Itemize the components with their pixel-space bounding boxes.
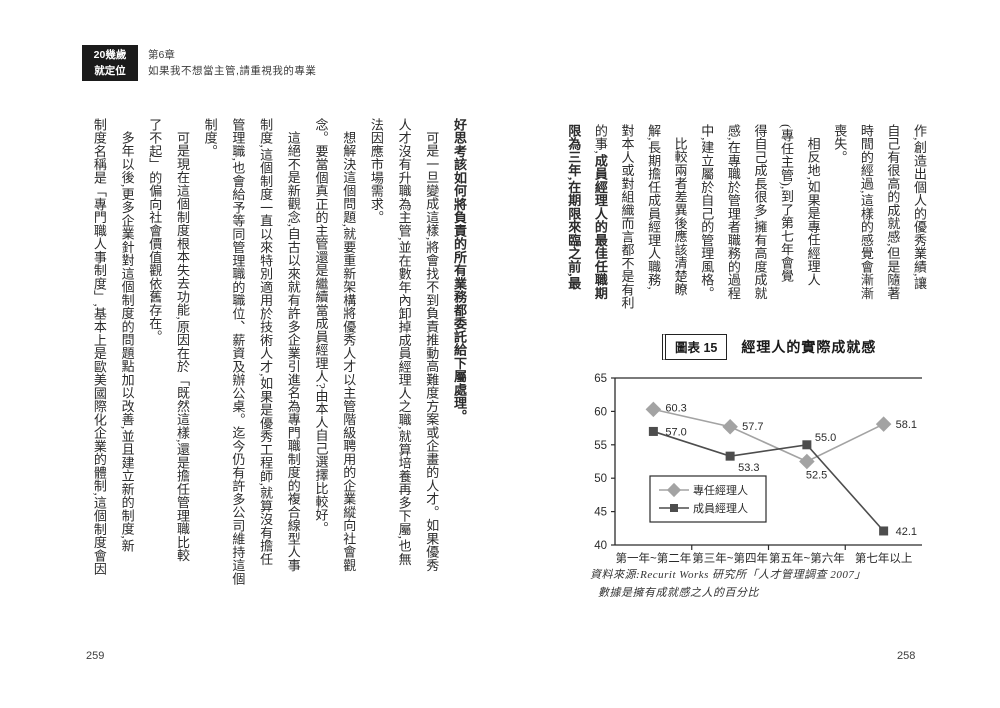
- y-tick-label: 50: [594, 473, 607, 485]
- diamond-marker: [875, 416, 892, 432]
- chart-source-line2: 數據是擁有成就感之人的百分比: [598, 587, 759, 599]
- square-marker: [648, 426, 658, 436]
- x-category-label: 第五年~第六年: [769, 551, 845, 565]
- text-column: 得自己成長很多,擁有高度成就: [752, 124, 768, 300]
- x-category-label: 第三年~第四年: [692, 551, 768, 565]
- text-column: 自己有很高的成就感,但是隨著: [885, 124, 901, 300]
- text-column: 解,長期擔任成員經理人職務,: [646, 124, 662, 290]
- data-label: 58.1: [896, 419, 917, 431]
- text-column: 對本人或對組織而言都不是有利: [619, 124, 635, 310]
- chart-title: 經理人的實際成就感: [741, 339, 877, 355]
- chart-title-row: 圖表 15 經理人的實際成就感: [662, 334, 876, 360]
- diamond-marker: [645, 401, 662, 418]
- text-column: 作,創造出個人的優秀業績,讓: [912, 124, 927, 290]
- right-page-body-text: 作,創造出個人的優秀業績,讓 自己有很高的成就感,但是隨著 時間的經過,這樣的感覺會…: [560, 124, 932, 314]
- page-number-right: 258: [897, 650, 916, 662]
- text-column: 法因應市場需求。: [368, 118, 384, 224]
- series-logo-line2: 就定位: [94, 65, 126, 77]
- chart-tag-badge: 圖表 15: [662, 334, 728, 360]
- text-column: 的事,成員經理人的最佳任職期: [592, 124, 608, 300]
- data-label: 55.0: [815, 432, 836, 444]
- square-marker: [725, 451, 735, 461]
- text-column: 管理職,也會給予等同管理職的職位、薪資及辦公桌。迄今仍有許多公司維持這個: [230, 118, 246, 586]
- text-column: 這絕不是新觀念,自古以來就有許多企業引進名為專門職制度的複合線型人事: [285, 131, 301, 572]
- text-column: 比較兩者差異後應該清楚瞭: [672, 137, 688, 296]
- data-label: 52.5: [806, 470, 827, 482]
- square-marker: [670, 504, 678, 512]
- text-column: 制度。: [202, 118, 218, 158]
- chart-source-note: 資料來源:Recurit Works 研究所「人才管理調查 2007」 數據是擁…: [590, 566, 866, 602]
- text-column: 制度,這個制度一直以來特別適用於技術人才,如果是優秀工程師,就算沒有擔任: [258, 118, 274, 566]
- data-label: 60.3: [665, 402, 686, 414]
- legend-label: 成員經理人: [693, 501, 748, 515]
- square-marker: [879, 526, 889, 536]
- x-category-label: 第一年~第二年: [616, 551, 692, 565]
- page-number-left: 259: [86, 650, 105, 662]
- series-logo-line1: 20幾歲: [93, 49, 127, 61]
- data-label: 57.0: [665, 426, 686, 438]
- text-column: 想解決這個問題,就要重新架構將優秀人才以主管階級聘用的企業縱向社會觀: [341, 131, 357, 572]
- legend-label: 專任經理人: [693, 483, 748, 497]
- chapter-number: 第6章: [148, 49, 175, 61]
- series-logo: 20幾歲 就定位: [82, 45, 138, 81]
- text-column: 念。要當個真正的主管還是繼續當成員經理人?由本人自己選擇比較好。: [313, 118, 329, 535]
- text-column: 多年以後,更多企業針對這個制度的問題點加以改善,並且建立新的制度,新: [119, 131, 135, 553]
- diamond-marker: [722, 418, 738, 435]
- text-column: 制度名稱是「專門職人事制度」,基本上是歐美國際化企業的體制,這個制度會因: [91, 118, 107, 576]
- text-column: 限為三年,在期限來臨之前,最: [566, 124, 582, 290]
- y-tick-label: 55: [594, 440, 607, 452]
- data-label: 57.7: [742, 421, 763, 433]
- data-label: 42.1: [896, 526, 917, 538]
- text-column: 時間的經過,這樣的感覺會漸漸: [858, 124, 874, 300]
- left-page-body-text: 好思考該如何將負責的所有業務都委託給下屬處理。 可是一旦變成這樣,將會找不到負責推…: [85, 118, 473, 598]
- y-tick-label: 65: [594, 373, 607, 385]
- text-column: 人才沒有升職為主管,並在數年內卸掉成員經理人之職,就算培養再多下屬,也無: [396, 118, 412, 566]
- text-column: 可是一旦變成這樣,將會找不到負責推動高難度方案或企畫的人才。如果優秀: [424, 131, 440, 572]
- text-column: 好思考該如何將負責的所有業務都委託給下屬處理。: [452, 118, 467, 423]
- line-chart: 40 45 50 55 60 65 第一年~第二年 第三年~第四年 第五年~第六年 第七年以上 60…: [594, 373, 922, 565]
- chart-source-line1: 資料來源:Recurit Works 研究所「人才管理調查 2007」: [590, 569, 866, 581]
- legend-box: [649, 475, 767, 523]
- chapter-title: 如果我不想當主管,請重視我的專業: [148, 65, 317, 77]
- x-category-label: 第七年以上: [855, 551, 913, 565]
- diamond-marker: [799, 453, 815, 470]
- text-column: 感,在專職於管理者職務的過程: [725, 124, 741, 300]
- text-column: (專任主管),到了第七年會覺: [779, 124, 795, 283]
- square-marker: [802, 440, 812, 450]
- series-line-1: [653, 430, 885, 532]
- y-tick-label: 40: [594, 540, 607, 552]
- diamond-marker: [666, 482, 682, 498]
- text-column: 了不起」的偏向社會價值觀依舊存在。: [147, 118, 163, 344]
- data-label: 53.3: [738, 462, 759, 474]
- text-column: 喪失。: [832, 124, 848, 164]
- text-column: 相反地,如果是專任經理人: [805, 137, 821, 287]
- text-column: 中,建立屬於自己的管理風格。: [699, 124, 715, 300]
- y-tick-label: 45: [594, 507, 607, 519]
- series-line-0: [653, 408, 884, 463]
- y-tick-label: 60: [594, 406, 607, 418]
- text-column: 可是現在這個制度根本失去功能,原因在於「既然這樣,還是擔任管理職比較: [174, 131, 190, 562]
